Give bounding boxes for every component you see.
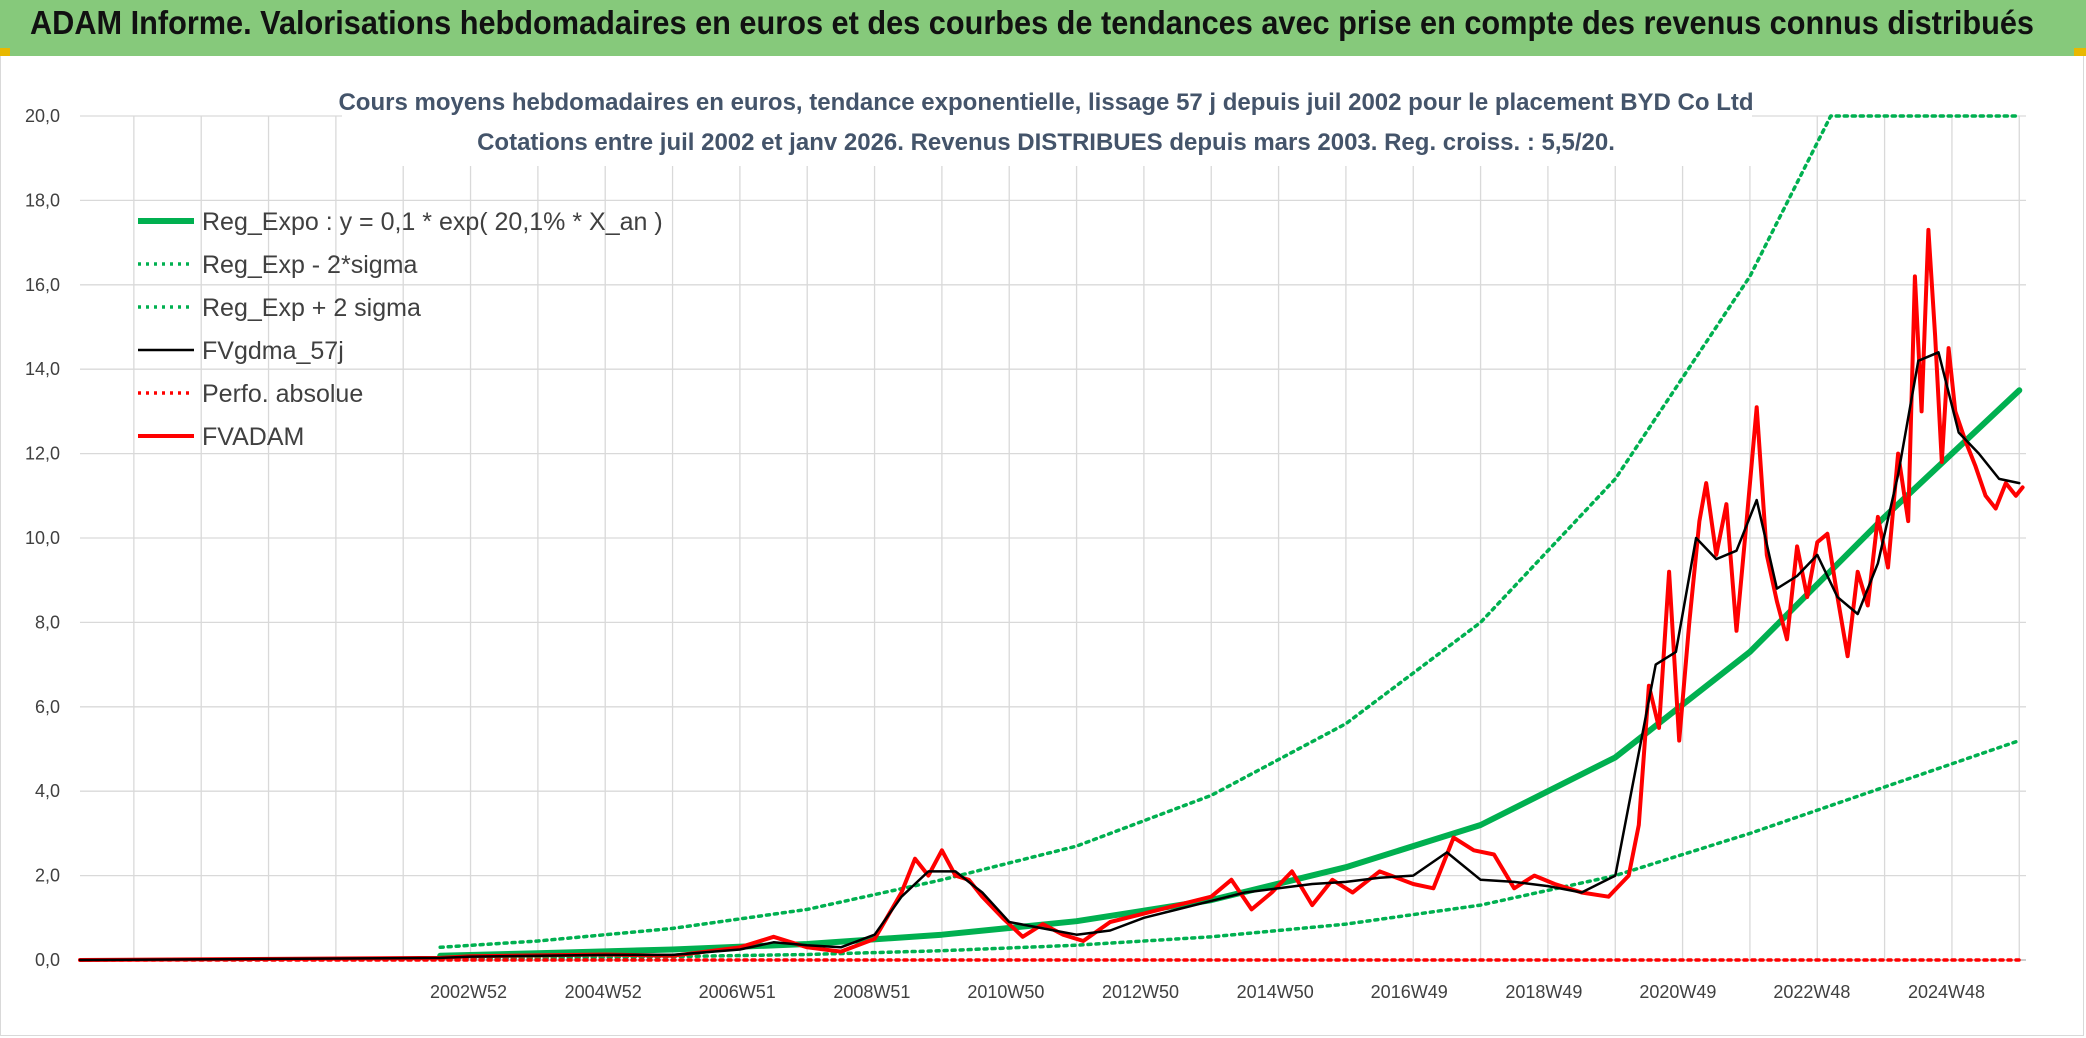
x-tick-label: 2008W51 <box>833 982 910 1002</box>
grid-lines <box>80 115 2026 961</box>
chart-title: Cours moyens hebdomadaires en euros, ten… <box>338 89 1753 116</box>
y-tick-label: 6,0 <box>35 697 60 717</box>
y-tick-label: 20,0 <box>25 106 60 126</box>
x-tick-label: 2004W52 <box>565 982 642 1002</box>
y-tick-label: 16,0 <box>25 275 60 295</box>
x-tick-label: 2002W52 <box>430 982 507 1002</box>
series-line-0 <box>437 387 2023 959</box>
series-line-3 <box>78 351 2021 962</box>
y-tick-label: 0,0 <box>35 950 60 970</box>
header-corner-right <box>2074 48 2086 56</box>
x-tick-label: 2016W49 <box>1371 982 1448 1002</box>
y-axis-tick-labels: 0,0 2,0 4,0 6,0 8,0 10,0 12,0 14,0 16,0 18,0 20,0 <box>25 106 60 970</box>
chart-legend: Reg_Expo : y = 0,1 * exp( 20,1% * X_an )… <box>138 208 663 451</box>
x-tick-label: 2010W50 <box>967 982 1044 1002</box>
x-tick-label: 2020W49 <box>1639 982 1716 1002</box>
legend-label: FVADAM <box>202 423 304 451</box>
y-tick-label: 4,0 <box>35 781 60 801</box>
x-axis-tick-labels: 2002W52 2004W52 2006W51 2008W51 2010W50 2012W… <box>430 982 1985 1002</box>
x-tick-label: 2014W50 <box>1237 982 1314 1002</box>
chart-series <box>78 114 2025 962</box>
y-tick-label: 2,0 <box>35 866 60 886</box>
legend-label: Reg_Expo : y = 0,1 * exp( 20,1% * X_an ) <box>202 208 663 236</box>
header-corner-left <box>0 48 10 56</box>
chart-title-background <box>342 82 1752 166</box>
y-tick-label: 18,0 <box>25 190 60 210</box>
x-tick-label: 2022W48 <box>1773 982 1850 1002</box>
chart-frame <box>0 56 2084 1036</box>
y-tick-label: 10,0 <box>25 528 60 548</box>
y-tick-label: 8,0 <box>35 612 60 632</box>
y-tick-label: 14,0 <box>25 359 60 379</box>
report-header: ADAM Informe. Valorisations hebdomadaire… <box>0 0 2086 56</box>
x-tick-label: 2006W51 <box>699 982 776 1002</box>
legend-label: FVgdma_57j <box>202 337 344 365</box>
series-line-2 <box>438 114 2022 950</box>
series-line-1 <box>438 738 2022 961</box>
x-tick-label: 2012W50 <box>1102 982 1179 1002</box>
legend-label: Reg_Exp + 2 sigma <box>202 294 421 322</box>
report-title: ADAM Informe. Valorisations hebdomadaire… <box>30 4 2035 41</box>
legend-label: Perfo. absolue <box>202 380 363 408</box>
chart-subtitle: Cotations entre juil 2002 et janv 2026. … <box>477 129 1615 156</box>
series-line-5 <box>78 227 2025 962</box>
legend-label: Reg_Exp - 2*sigma <box>202 251 417 279</box>
x-tick-label: 2024W48 <box>1908 982 1985 1002</box>
x-tick-label: 2018W49 <box>1505 982 1582 1002</box>
y-tick-label: 12,0 <box>25 444 60 464</box>
